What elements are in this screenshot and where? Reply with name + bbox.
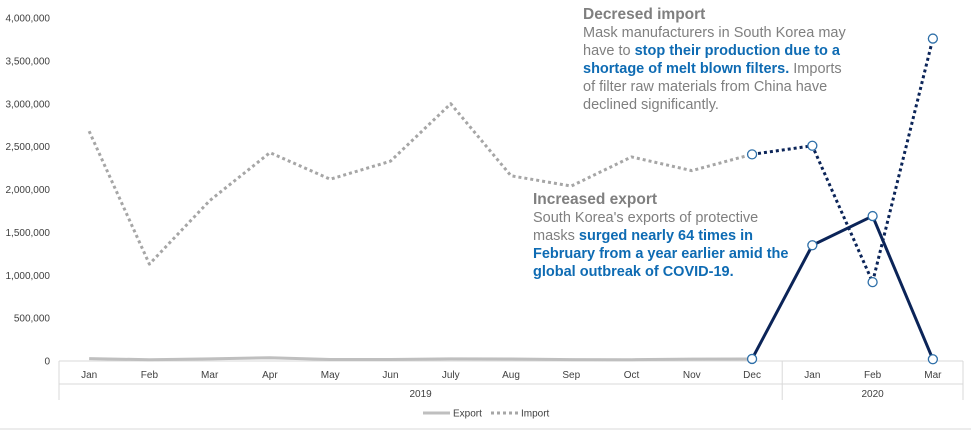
- y-tick-label: 0: [44, 357, 50, 368]
- import-data-point: [867, 276, 878, 288]
- import-data-point: [927, 33, 939, 44]
- x-tick-label: Jan: [81, 370, 97, 381]
- x-tick-label: Mar: [924, 370, 942, 381]
- y-tick-label: 2,000,000: [6, 185, 51, 196]
- x-tick-label: Jun: [382, 370, 398, 381]
- import-data-point: [807, 140, 818, 151]
- import-annotation-highlight: stop their production due to a shortage …: [583, 43, 841, 77]
- x-tick-label: May: [321, 370, 340, 381]
- y-tick-label: 500,000: [14, 314, 51, 325]
- export-series-line-highlight: [750, 214, 935, 360]
- export-data-point: [867, 210, 878, 222]
- x-tick-label: Oct: [624, 370, 640, 381]
- export-data-point: [807, 240, 818, 251]
- import-annotation-heading: Decresed import: [583, 6, 706, 23]
- export-series-line-base: [89, 356, 753, 362]
- legend-export-label: Export: [453, 409, 482, 420]
- x-group-label: 2020: [861, 389, 884, 400]
- import-data-point: [746, 149, 758, 160]
- export-annotation: Increased export South Korea's exports o…: [533, 191, 793, 281]
- export-annotation-highlight: surged nearly 64 times in February from …: [533, 228, 789, 280]
- x-tick-label: Jan: [804, 370, 820, 381]
- export-annotation-text1: South Korea's exports of protective mask…: [533, 210, 759, 244]
- y-tick-label: 1,500,000: [6, 228, 51, 239]
- import-annotation-text1: Mask manufacturers in South Korea may ha…: [583, 25, 846, 59]
- x-tick-label: Feb: [864, 370, 882, 381]
- y-tick-label: 2,500,000: [6, 142, 51, 153]
- x-tick-label: Dec: [743, 370, 761, 381]
- x-tick-label: July: [442, 370, 460, 381]
- export-annotation-heading: Increased export: [533, 191, 658, 208]
- x-group-label: 2019: [409, 389, 432, 400]
- export-data-point: [746, 353, 758, 365]
- y-tick-label: 3,000,000: [6, 99, 51, 110]
- import-annotation-body: Mask manufacturers in South Korea may ha…: [583, 24, 848, 114]
- x-tick-label: Mar: [201, 370, 219, 381]
- legend-import-label: Import: [521, 409, 550, 420]
- x-tick-label: Sep: [562, 370, 580, 381]
- x-tick-label: Aug: [502, 370, 520, 381]
- x-tick-label: Nov: [683, 370, 701, 381]
- import-series-line-highlight: [751, 38, 935, 284]
- y-tick-label: 1,000,000: [6, 271, 51, 282]
- y-tick-label: 4,000,000: [6, 14, 51, 25]
- export-data-point: [927, 354, 939, 365]
- export-annotation-body: South Korea's exports of protective mask…: [533, 209, 793, 281]
- x-tick-label: Apr: [262, 370, 278, 381]
- import-annotation: Decresed import Mask manufacturers in So…: [583, 6, 848, 114]
- x-tick-label: Feb: [141, 370, 159, 381]
- y-tick-label: 3,500,000: [6, 56, 51, 67]
- import-annotation-text2: Imports of filter raw materials from Chi…: [583, 61, 842, 113]
- import-series-line-base: [87, 102, 753, 266]
